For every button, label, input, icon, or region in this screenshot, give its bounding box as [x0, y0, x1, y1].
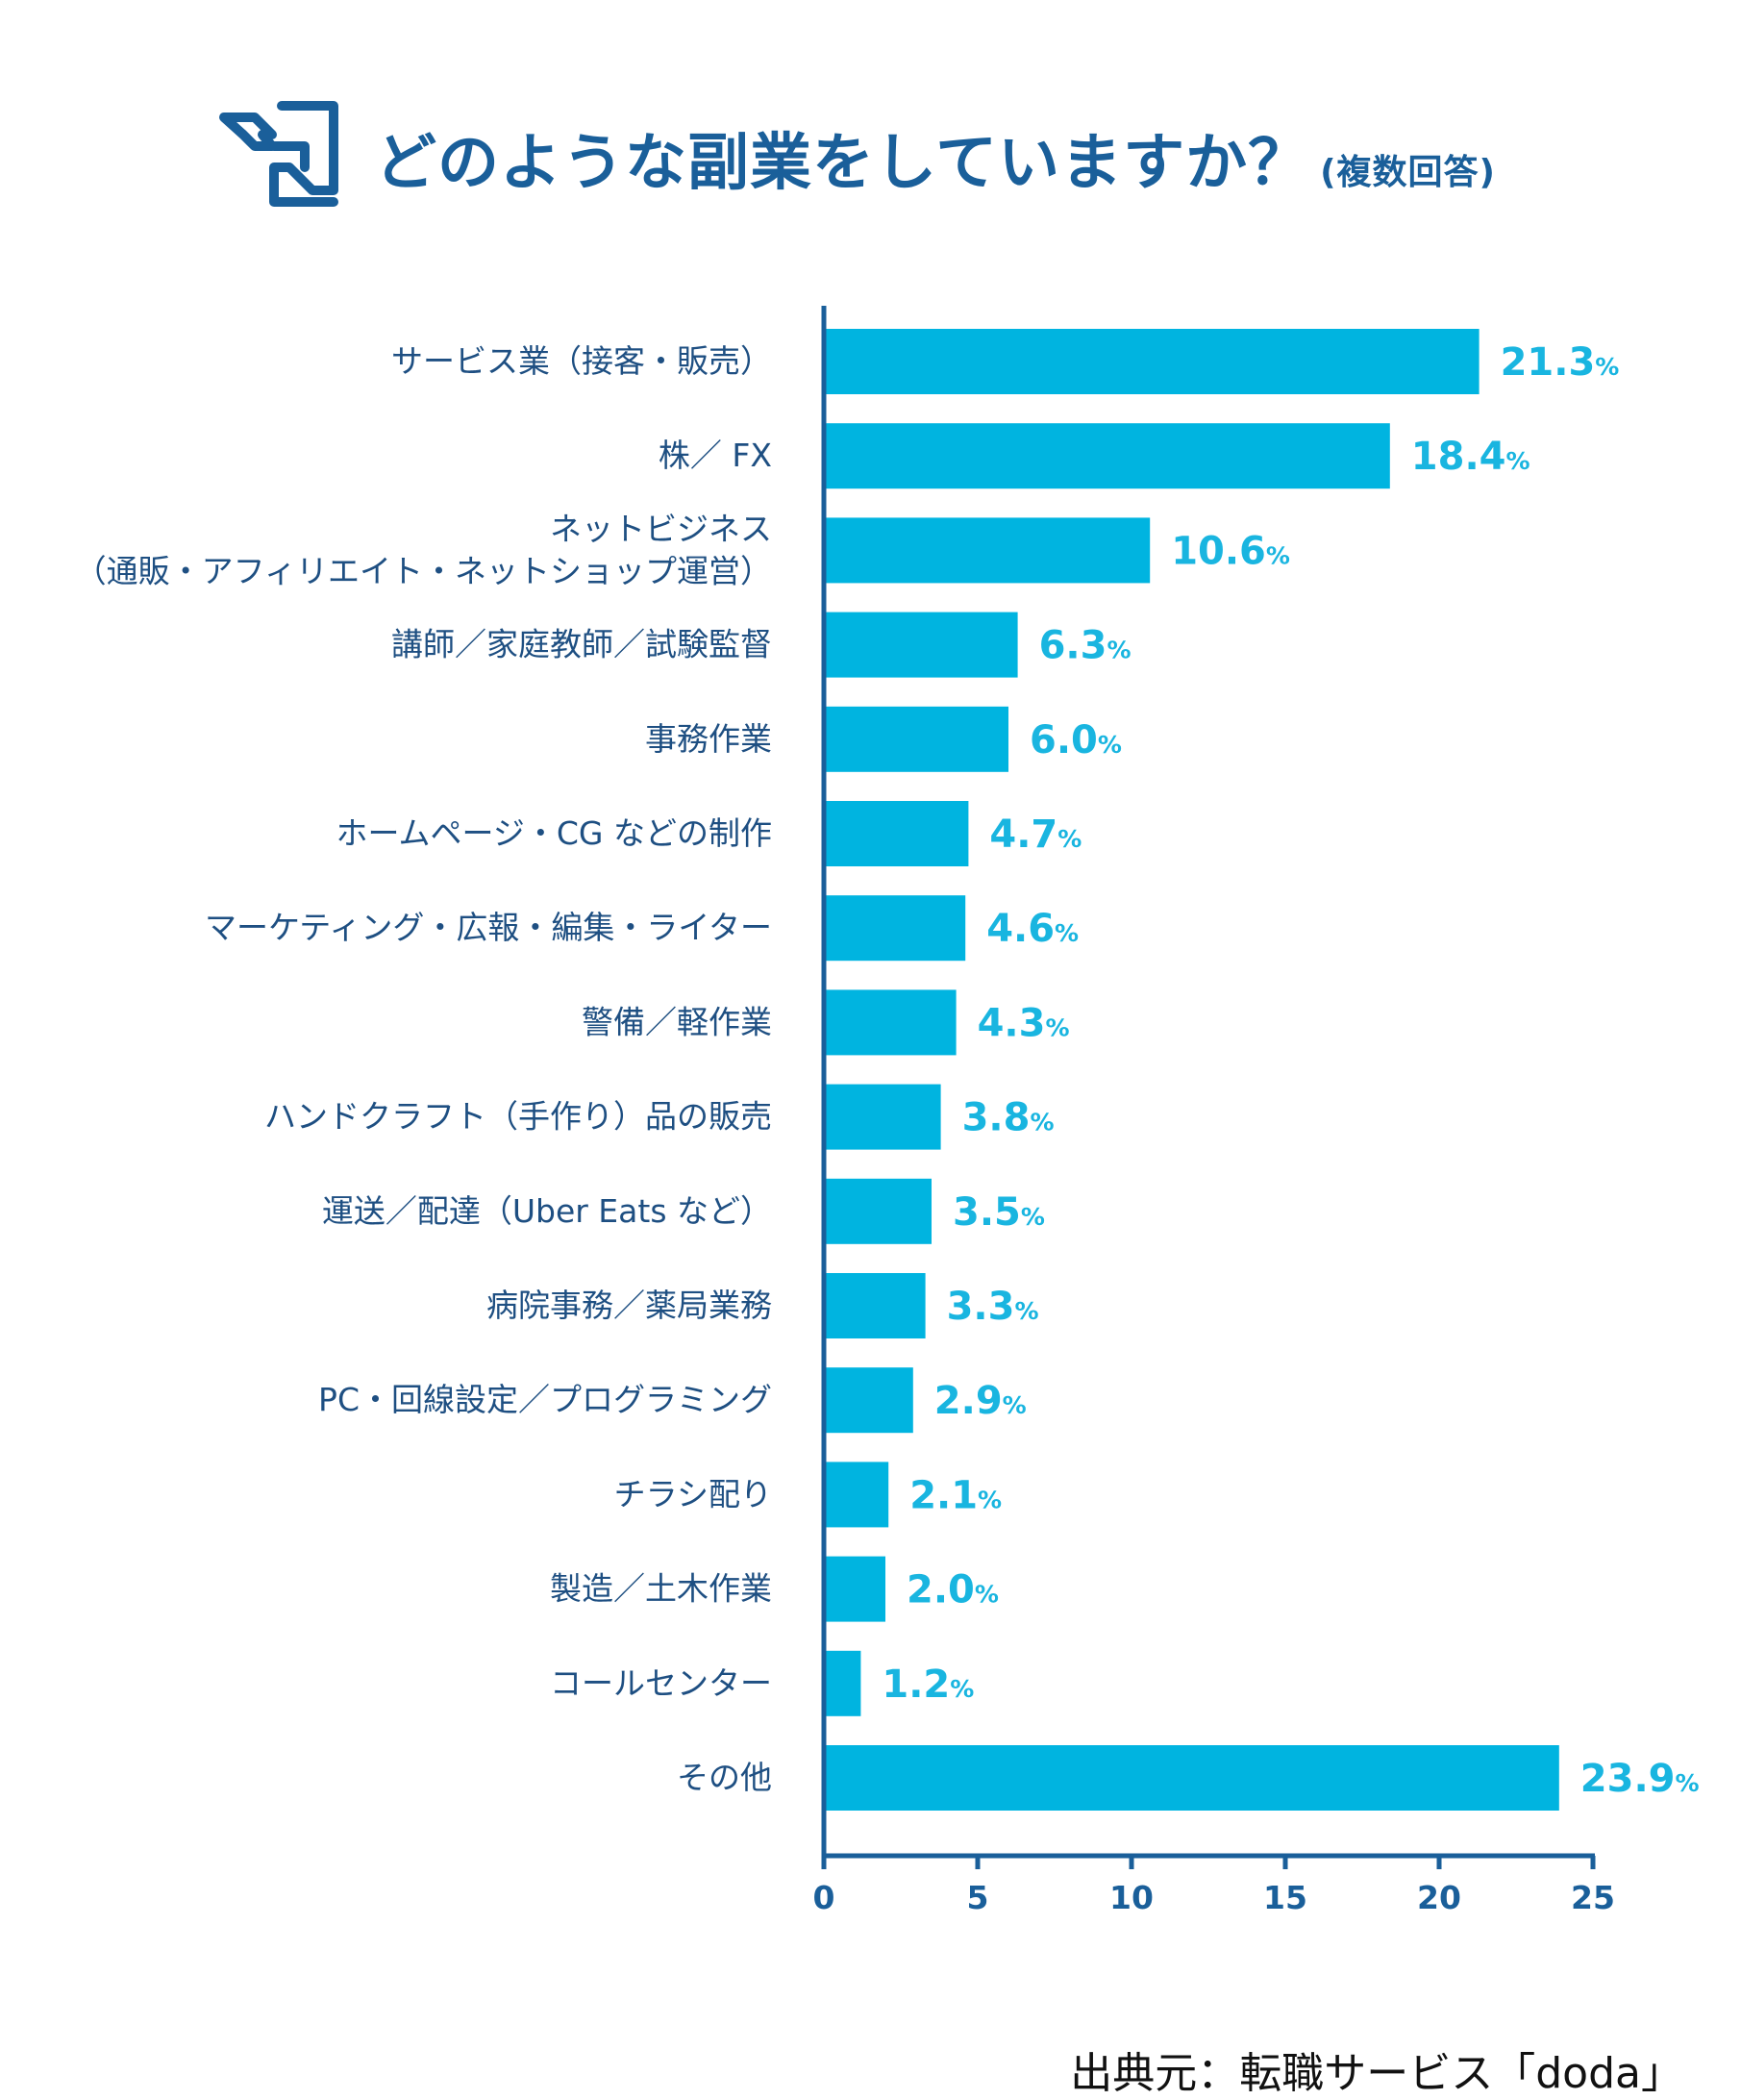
bar	[824, 1273, 926, 1338]
bar	[824, 612, 1018, 678]
bar	[824, 423, 1390, 489]
category-label: ネットビジネス	[550, 510, 772, 547]
x-tick-label: 10	[1109, 1879, 1154, 1916]
bar	[824, 706, 1008, 772]
category-label: （通販・アフィリエイト・ネットショップ運営）	[75, 552, 772, 589]
value-label: 2.1%	[909, 1473, 1002, 1517]
bar	[824, 1178, 932, 1244]
category-label: サービス業（接客・販売）	[391, 342, 772, 380]
value-label: 3.5%	[953, 1190, 1045, 1235]
bar	[824, 801, 969, 866]
value-label: 1.2%	[882, 1662, 974, 1707]
bar	[824, 1556, 885, 1622]
value-label: 4.7%	[989, 812, 1082, 857]
category-label: 製造／土木作業	[550, 1570, 772, 1608]
flying-document-icon	[219, 101, 338, 207]
value-label: 2.9%	[934, 1379, 1027, 1423]
value-label: 4.3%	[978, 1001, 1070, 1045]
value-label: 10.6%	[1171, 529, 1290, 573]
value-label: 6.0%	[1030, 718, 1122, 762]
value-label: 6.3%	[1039, 624, 1132, 668]
category-label: ホームページ・CG などの制作	[336, 814, 772, 852]
category-label: 事務作業	[645, 720, 772, 758]
x-tick-label: 15	[1263, 1879, 1307, 1916]
chart-title: どのような副業をしていますか？ (複数回答)	[375, 128, 1497, 199]
bar	[824, 989, 957, 1056]
value-label: 3.8%	[962, 1096, 1055, 1140]
x-tick-label: 25	[1571, 1879, 1615, 1916]
value-label: 23.9%	[1580, 1757, 1700, 1801]
category-label: 株／ FX	[659, 437, 772, 474]
x-tick-label: 20	[1417, 1879, 1461, 1916]
category-label: チラシ配り	[614, 1475, 772, 1512]
bar	[824, 329, 1480, 394]
category-label: PC・回線設定／プログラミング	[318, 1381, 772, 1418]
source-note: 出典元：転職サービス「doda」	[1070, 2049, 1683, 2098]
category-label: その他	[677, 1759, 772, 1796]
category-label: 講師／家庭教師／試験監督	[391, 626, 772, 663]
bar	[824, 1084, 941, 1150]
chart-header: どのような副業をしていますか？ (複数回答)	[216, 96, 1562, 212]
x-tick-label: 0	[813, 1879, 835, 1916]
value-label: 18.4%	[1411, 435, 1530, 479]
bar	[824, 1367, 913, 1434]
bar	[824, 895, 966, 962]
category-label: 病院事務／薬局業務	[486, 1287, 772, 1324]
bar	[824, 1650, 861, 1716]
category-label: コールセンター	[550, 1664, 772, 1702]
bar	[824, 517, 1151, 584]
value-label: 3.3%	[947, 1285, 1039, 1329]
value-label: 4.6%	[986, 907, 1079, 951]
category-label: マーケティング・広報・編集・ライター	[205, 909, 772, 946]
bar	[824, 1462, 889, 1528]
category-label: ハンドクラフト（手作り）品の販売	[264, 1098, 772, 1136]
category-label: 警備／軽作業	[582, 1003, 772, 1040]
chart-subtitle: (複数回答)	[1320, 153, 1497, 192]
value-label: 21.3%	[1501, 340, 1620, 385]
bar	[824, 1745, 1559, 1811]
category-label: 運送／配達（Uber Eats など）	[322, 1192, 772, 1230]
x-tick-label: 5	[967, 1879, 989, 1916]
value-label: 2.0%	[907, 1568, 999, 1612]
